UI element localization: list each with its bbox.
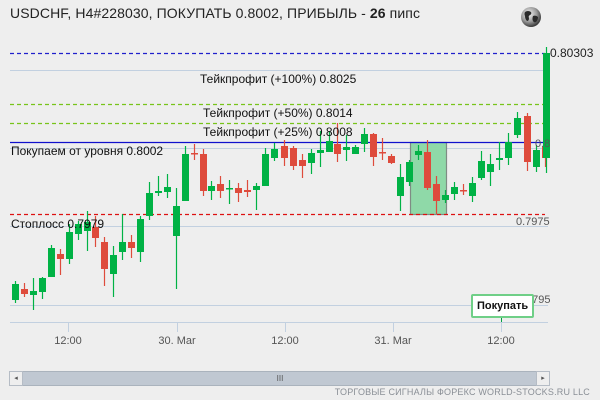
candlestick-chart[interactable]: 12:00 30. Mar 12:00 31. Mar 12:00 Тейкпрофит… [0,0,600,370]
candle [451,182,458,200]
candle [469,177,476,202]
candle [326,131,333,152]
candle [146,182,153,220]
candle [514,112,521,138]
x-tick-label: 12:00 [487,335,515,347]
title-prefix: USDCHF, H4#228030, ПОКУПАТЬ 0.8002, ПРИБ… [10,5,370,21]
candle [281,140,288,166]
x-axis-ticks: 12:00 30. Mar 12:00 31. Mar 12:00 [54,322,515,347]
y-tick-label: 0.8 [535,138,550,150]
title-suffix: пипс [385,5,421,21]
tp50-label: Тейкпрофит (+50%) 0.8014 [203,106,353,120]
candle [66,224,73,264]
candle [48,245,55,277]
candle [155,176,162,196]
candle [182,146,189,201]
scroll-left-button[interactable]: ◂ [9,371,23,386]
candle [442,190,449,203]
scroll-right-button[interactable]: ▸ [536,371,550,386]
candle [217,176,224,198]
candle [352,145,359,154]
candle [487,154,494,186]
x-tick-label: 31. Mar [374,335,412,347]
stoploss-label: Стоплосс 0.7979 [11,217,104,231]
candle [415,145,422,160]
candle [226,180,233,204]
candle [543,47,550,173]
candle [137,216,144,262]
x-tick-label: 12:00 [271,335,299,347]
candle [290,146,297,170]
candle [57,249,64,275]
tp25-label: Тейкпрофит (+25%) 0.8008 [203,125,353,139]
candle [433,176,440,214]
chart-title: USDCHF, H4#228030, ПОКУПАТЬ 0.8002, ПРИБ… [10,5,420,21]
footer-credit: ТОРГОВЫЕ СИГНАЛЫ ФОРЕКС WORLD-STOCKS.RU … [334,387,590,397]
x-tick-label: 12:00 [54,335,82,347]
candle [101,237,108,286]
candle [496,142,503,170]
candle [262,148,269,186]
candle [119,214,126,260]
last-price-label: 0.80303 [550,46,594,60]
buy-signal-badge[interactable]: Покупать [471,294,535,318]
candle [397,164,404,211]
entry-label: Покупаем от уровня 0.8002 [11,144,163,158]
candle [21,283,28,297]
candle [361,128,368,152]
tp100-label: Тейкпрофит (+100%) 0.8025 [200,72,357,86]
candles [12,47,550,310]
candle [200,149,207,196]
candle [370,133,377,166]
candle [379,138,386,160]
candle [524,113,531,171]
candle [505,133,512,165]
scrollbar-grip[interactable]: III [276,374,284,383]
candle [253,183,260,210]
candle [191,144,198,160]
candle [388,154,395,164]
x-tick-label: 30. Mar [158,335,196,347]
profit-pips: 26 [369,5,386,21]
candle [30,278,37,310]
candle [460,184,467,195]
candle [343,135,350,161]
candle [110,246,117,297]
grid [10,70,548,323]
candle [92,216,99,247]
candle [235,183,242,202]
candle [164,174,171,198]
candle [478,151,485,180]
y-tick-label: 0.7975 [516,216,550,228]
candle [271,143,278,161]
candle [12,281,19,303]
candle [208,181,215,200]
candle [299,154,306,178]
candle [317,131,324,167]
candle [406,160,413,186]
candle [75,221,82,240]
candle [173,188,180,289]
candle [308,149,315,174]
candle [39,277,46,299]
candle [244,180,251,197]
horizontal-scrollbar[interactable]: ◂ III ▸ [9,371,550,386]
candle [533,145,540,172]
candle [334,123,341,162]
globe-icon[interactable] [520,6,542,28]
candle [128,235,135,258]
candle [84,211,91,251]
candle [424,140,431,190]
